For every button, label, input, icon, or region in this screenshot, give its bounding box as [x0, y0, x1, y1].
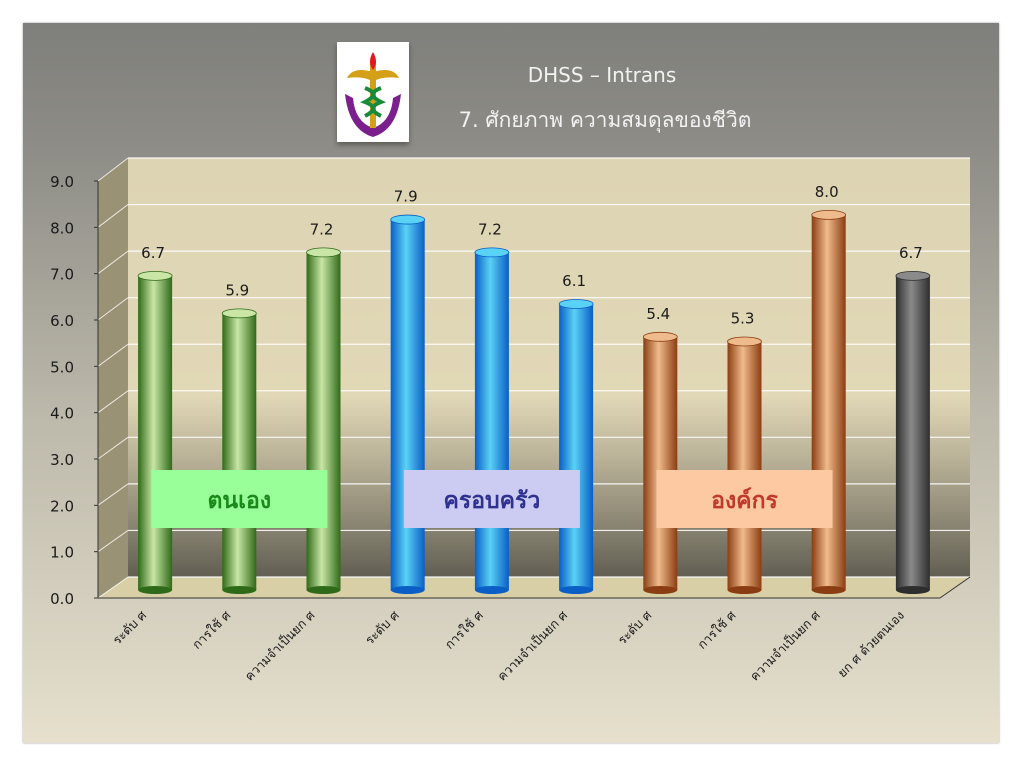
- data-label: 8.0: [815, 183, 839, 201]
- x-tick-label: การใช้ ศ: [694, 607, 738, 651]
- y-tick-label: 2.0: [50, 497, 74, 515]
- data-label: 5.3: [731, 309, 755, 327]
- bar: [558, 299, 594, 594]
- x-tick-label: ระดับ ศ: [109, 607, 149, 647]
- group-label: ตนเอง: [151, 470, 328, 528]
- x-tick-label: ความจำเป็นยก ศ: [494, 607, 570, 683]
- bar: [306, 247, 341, 594]
- x-tick-label: ระดับ ศ: [362, 607, 402, 647]
- x-tick-label: ระดับ ศ: [615, 607, 655, 647]
- x-axis-depth-line: [939, 576, 971, 599]
- y-tick-label: 4.0: [50, 405, 74, 423]
- x-tick-label: ความจำเป็นยก ศ: [747, 607, 823, 683]
- svg-text:องค์กร: องค์กร: [711, 487, 778, 514]
- group-label: ครอบครัว: [403, 470, 580, 528]
- data-label: 7.9: [394, 188, 418, 206]
- y-tick-label: 8.0: [50, 219, 74, 237]
- caduceus-logo-icon: [345, 52, 401, 137]
- data-label: 7.2: [478, 220, 502, 238]
- bar: [895, 270, 931, 594]
- group-label: องค์กร: [656, 470, 833, 528]
- data-label: 7.2: [310, 220, 334, 238]
- y-tick-label: 5.0: [50, 358, 74, 376]
- x-tick-label: การใช้ ศ: [189, 607, 233, 651]
- y-tick-label: 6.0: [50, 312, 74, 330]
- chart-subtitle: 7. ศักยภาพ ความสมดุลของชีวิต: [458, 108, 752, 132]
- bar: [474, 247, 510, 594]
- data-label: 6.7: [141, 244, 165, 262]
- svg-text:ตนเอง: ตนเอง: [208, 488, 272, 514]
- svg-text:ครอบครัว: ครอบครัว: [443, 488, 540, 514]
- gridline: [97, 203, 970, 228]
- y-tick-label: 7.0: [50, 266, 74, 284]
- gridline: [97, 157, 970, 182]
- bar: [642, 331, 678, 594]
- data-label: 6.1: [562, 272, 586, 290]
- y-tick-label: 3.0: [50, 451, 74, 469]
- bar: [727, 336, 762, 594]
- data-label: 6.7: [899, 244, 923, 262]
- x-tick-label: การใช้ ศ: [442, 607, 486, 651]
- x-tick-label: ความจำเป็นยก ศ: [242, 607, 318, 683]
- data-label: 5.4: [646, 305, 670, 323]
- chart-title: DHSS – Intrans: [527, 63, 677, 87]
- y-tick-label: 1.0: [50, 544, 74, 562]
- bar: [137, 270, 173, 594]
- y-tick-label: 9.0: [50, 173, 74, 191]
- bar: [811, 209, 847, 594]
- y-tick-label: 0.0: [50, 590, 74, 608]
- bar: [221, 308, 257, 594]
- bar: [390, 214, 426, 594]
- data-label: 5.9: [225, 281, 249, 299]
- x-tick-label: ยก ศ ด้วยตนเอง: [834, 608, 907, 681]
- logo: [337, 42, 409, 142]
